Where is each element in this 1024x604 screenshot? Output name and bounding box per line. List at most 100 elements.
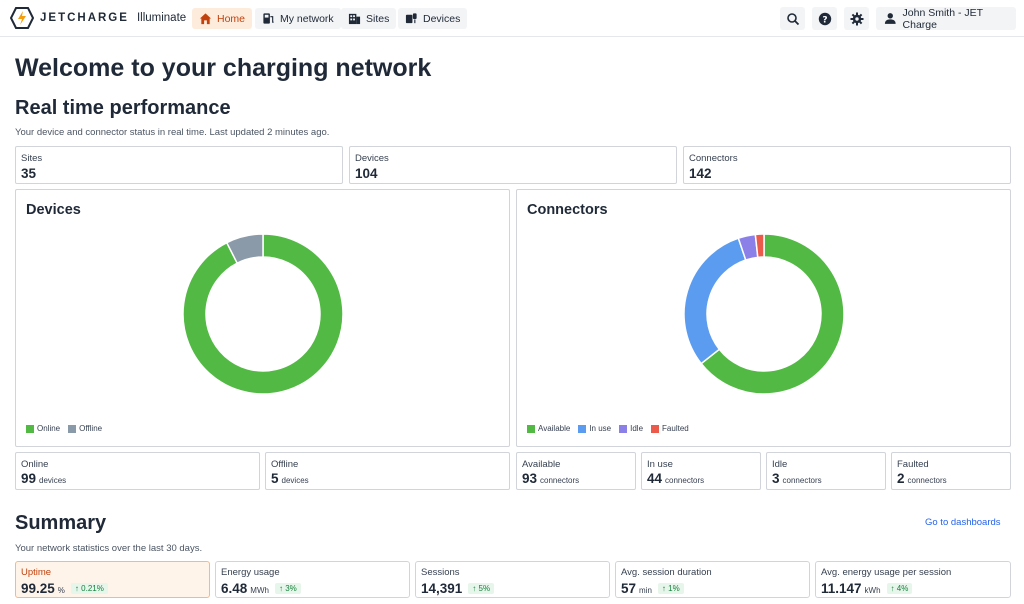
stat-card-online[interactable]: Online 99 devices <box>15 452 260 490</box>
nav-sites[interactable]: Sites <box>341 8 397 29</box>
connectors-panel-title: Connectors <box>527 202 608 218</box>
trend-up-badge: ↑ 3% <box>274 583 301 594</box>
stat-label: Idle <box>772 459 788 470</box>
stat-label: Faulted <box>897 459 929 470</box>
help-icon: ? <box>818 12 831 25</box>
top-navigation: JETCHARGE Illuminate Home My network Sit… <box>0 0 1024 37</box>
connectors-legend: Available In use Idle Faulted <box>527 424 689 433</box>
legend-idle[interactable]: Idle <box>619 424 643 433</box>
legend-swatch <box>527 424 535 433</box>
gear-icon <box>850 12 863 25</box>
summary-label: Avg. session duration <box>621 567 712 578</box>
charger-icon <box>405 13 417 24</box>
summary-label: Energy usage <box>221 567 280 578</box>
search-icon <box>786 12 799 25</box>
search-button[interactable] <box>780 7 805 30</box>
settings-button[interactable] <box>844 7 869 30</box>
legend-online[interactable]: Online <box>26 424 60 433</box>
summary-label: Avg. energy usage per session <box>821 567 952 578</box>
donut-slice-available[interactable] <box>700 233 845 395</box>
stat-value: 44 connectors <box>647 471 705 486</box>
svg-text:?: ? <box>822 15 827 25</box>
summary-value: 57 min ↑ 1% <box>621 581 684 596</box>
summary-value: 99.25% ↑ 0.21% <box>21 581 108 596</box>
nav-my-network[interactable]: My network <box>255 8 341 29</box>
summary-card-energy-usage[interactable]: Energy usage 6.48 MWh ↑ 3% <box>215 561 410 598</box>
stat-label: Available <box>522 459 561 470</box>
realtime-subtitle: Your device and connector status in real… <box>15 127 330 138</box>
stat-card-available[interactable]: Available 93 connectors <box>516 452 636 490</box>
user-name: John Smith - JET Charge <box>902 6 983 31</box>
total-card-devices[interactable]: Devices 104 <box>349 146 677 184</box>
legend-available[interactable]: Available <box>527 424 570 433</box>
stat-card-faulted[interactable]: Faulted 2 connectors <box>891 452 1011 490</box>
brand[interactable]: JETCHARGE Illuminate <box>10 7 186 29</box>
legend-label: Idle <box>630 424 644 433</box>
nav-my-network-label: My network <box>280 12 334 25</box>
legend-label: Available <box>538 424 571 433</box>
connectors-donut-chart <box>683 233 845 395</box>
help-button[interactable]: ? <box>812 7 837 30</box>
go-to-dashboards-link[interactable]: Go to dashboards <box>925 517 1001 528</box>
stat-label: Offline <box>271 459 299 470</box>
donut-slice-in-use[interactable] <box>683 237 747 365</box>
summary-card-uptime[interactable]: Uptime 99.25% ↑ 0.21% <box>15 561 210 598</box>
donut-slice-online[interactable] <box>182 233 344 395</box>
legend-label: In use <box>589 424 612 433</box>
brand-name: JETCHARGE <box>40 12 129 24</box>
ev-station-icon <box>263 13 274 24</box>
nav-sites-label: Sites <box>366 12 390 25</box>
summary-label: Sessions <box>421 567 460 578</box>
legend-swatch <box>26 424 34 433</box>
summary-card-sessions[interactable]: Sessions 14,391 ↑ 5% <box>415 561 610 598</box>
stat-value: 5 devices <box>271 471 309 486</box>
user-icon <box>884 13 896 24</box>
legend-swatch <box>68 424 77 433</box>
stat-label: Online <box>21 459 49 470</box>
stat-card-idle[interactable]: Idle 3 connectors <box>766 452 886 490</box>
summary-heading: Summary <box>15 512 107 534</box>
devices-donut-chart <box>182 233 344 395</box>
legend-label: Offline <box>79 424 103 433</box>
total-card-sites[interactable]: Sites 35 <box>15 146 343 184</box>
donut-slice-offline[interactable] <box>225 233 264 265</box>
legend-label: Online <box>37 424 61 433</box>
summary-label: Uptime <box>21 567 52 578</box>
total-value: 142 <box>689 166 712 181</box>
summary-card-avg-energy-per-session[interactable]: Avg. energy usage per session 11.147 kWh ↑… <box>815 561 1011 598</box>
total-card-connectors[interactable]: Connectors 142 <box>683 146 1011 184</box>
trend-up-badge: ↑ 0.21% <box>70 583 108 594</box>
stat-card-offline[interactable]: Offline 5 devices <box>265 452 510 490</box>
summary-card-avg-session-duration[interactable]: Avg. session duration 57 min ↑ 1% <box>615 561 810 598</box>
total-label: Devices <box>355 153 389 164</box>
user-menu-button[interactable]: John Smith - JET Charge <box>876 6 1016 31</box>
summary-value: 11.147 kWh ↑ 4% <box>821 581 913 596</box>
connectors-panel: Connectors Available In use Idle Faulted <box>516 189 1011 447</box>
devices-legend: Online Offline <box>26 424 102 433</box>
nav-home[interactable]: Home <box>192 8 253 29</box>
devices-panel: Devices Online Offline <box>15 189 510 447</box>
stat-value: 93 connectors <box>522 471 580 486</box>
total-value: 104 <box>355 166 378 181</box>
home-icon <box>199 13 212 25</box>
trend-up-badge: ↑ 5% <box>468 583 495 594</box>
nav-devices-label: Devices <box>423 12 461 25</box>
legend-faulted[interactable]: Faulted <box>651 424 689 433</box>
summary-subtitle: Your network statistics over the last 30… <box>15 543 203 554</box>
legend-label: Faulted <box>662 424 689 433</box>
summary-value: 6.48 MWh ↑ 3% <box>221 581 301 596</box>
jetcharge-logo-icon <box>10 7 34 29</box>
brand-product: Illuminate <box>136 12 187 24</box>
donut-slice-faulted[interactable] <box>754 233 765 259</box>
building-icon <box>348 13 361 25</box>
stat-label: In use <box>647 459 673 470</box>
stat-value: 2 connectors <box>897 471 947 486</box>
legend-offline[interactable]: Offline <box>68 424 102 433</box>
nav-devices[interactable]: Devices <box>398 8 468 29</box>
nav-home-label: Home <box>217 12 246 25</box>
legend-swatch <box>651 424 660 433</box>
legend-in-use[interactable]: In use <box>578 424 611 433</box>
stat-value: 3 connectors <box>772 471 822 486</box>
stat-card-in-use[interactable]: In use 44 connectors <box>641 452 761 490</box>
total-label: Sites <box>21 153 43 164</box>
